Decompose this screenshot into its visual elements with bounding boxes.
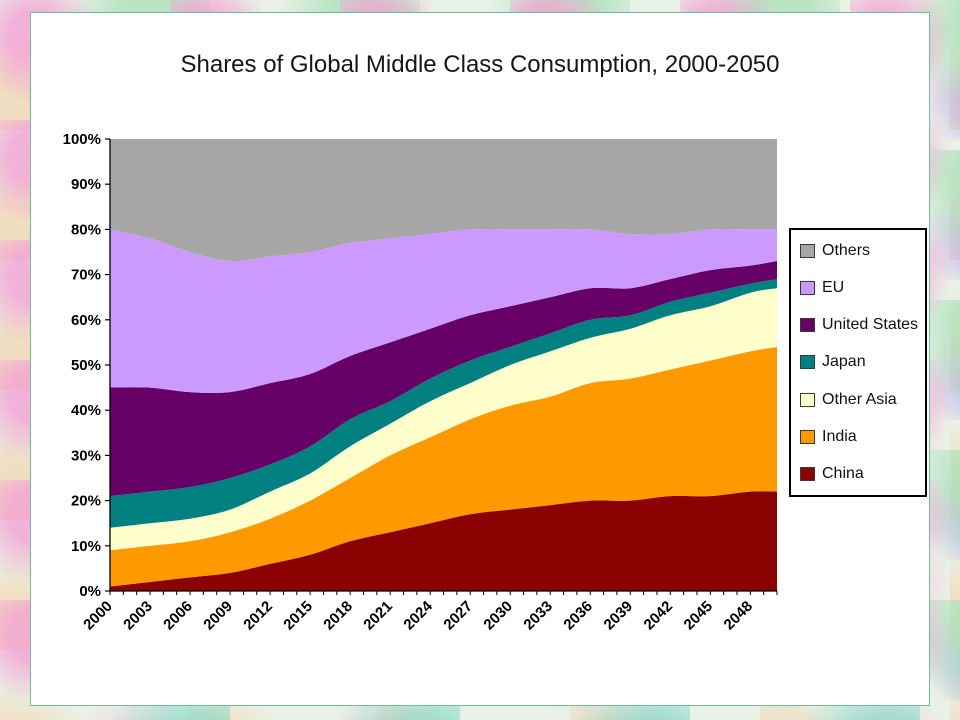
area-india [110, 346, 777, 587]
slide: Shares of Global Middle Class Consumptio… [30, 12, 930, 706]
y-tick-label: 50% [71, 357, 101, 374]
x-tick-label: 2015 [280, 598, 316, 634]
x-tick-label: 2006 [160, 598, 196, 634]
x-tick-label: 2030 [480, 598, 516, 634]
legend-item-others: Others [800, 242, 921, 260]
y-tick-label: 70% [71, 267, 101, 284]
y-tick-label: 0% [79, 583, 101, 600]
legend-swatch [800, 355, 815, 370]
legend-item-japan: Japan [800, 353, 921, 371]
area-other-asia [110, 288, 777, 551]
x-tick-label: 2039 [601, 598, 637, 634]
legend-swatch [800, 429, 815, 444]
legend-item-other-asia: Other Asia [800, 391, 921, 409]
x-tick-label: 2027 [440, 598, 476, 634]
x-tick-label: 2009 [200, 598, 236, 634]
legend-swatch [800, 466, 815, 481]
legend-label: Others [822, 242, 871, 259]
area-japan [110, 279, 777, 528]
y-tick-label: 100% [63, 131, 101, 148]
x-tick-label: 2000 [80, 598, 116, 634]
x-tick-label: 2033 [520, 598, 556, 634]
legend-label: India [822, 427, 857, 445]
y-tick-label: 30% [71, 447, 101, 464]
x-tick-label: 2003 [120, 598, 156, 634]
y-tick-label: 40% [71, 402, 101, 419]
area-china [110, 491, 777, 591]
x-tick-label: 2024 [400, 597, 436, 633]
legend-item-china: China [800, 465, 921, 483]
legend-item-india: India [800, 428, 921, 446]
chart-legend: Others EU United States Japan Other Asia Indi… [789, 228, 927, 497]
legend-label: EU [822, 279, 845, 297]
area-united-states [110, 261, 777, 497]
y-tick-label: 80% [71, 221, 101, 238]
x-tick-label: 2036 [560, 598, 596, 634]
x-tick-label: 2018 [320, 598, 356, 634]
x-tick-label: 2045 [681, 598, 717, 634]
legend-swatch [800, 392, 815, 407]
legend-label: Other Asia [822, 390, 897, 408]
x-tick-label: 2048 [721, 598, 757, 634]
chart-title: Shares of Global Middle Class Consumptio… [180, 51, 780, 78]
area-eu [110, 229, 777, 393]
y-tick-label: 60% [71, 312, 101, 329]
x-tick-label: 2012 [240, 598, 276, 634]
legend-swatch [800, 281, 815, 296]
x-tick-label: 2042 [641, 598, 677, 634]
legend-label: Japan [822, 353, 866, 371]
legend-swatch [800, 318, 815, 333]
legend-swatch [800, 244, 815, 258]
legend-item-united-states: United States [800, 316, 921, 334]
area-others [110, 139, 777, 262]
y-tick-label: 10% [71, 538, 101, 555]
y-tick-label: 20% [71, 493, 101, 510]
x-tick-label: 2021 [360, 598, 396, 634]
stacked-area-chart: 0%10%20%30%40%50%60%70%80%90%100%2000 200… [63, 131, 778, 634]
legend-label: United States [822, 316, 919, 334]
legend-label: China [822, 464, 864, 482]
legend-item-eu: EU [800, 279, 921, 297]
y-tick-label: 90% [71, 176, 101, 193]
